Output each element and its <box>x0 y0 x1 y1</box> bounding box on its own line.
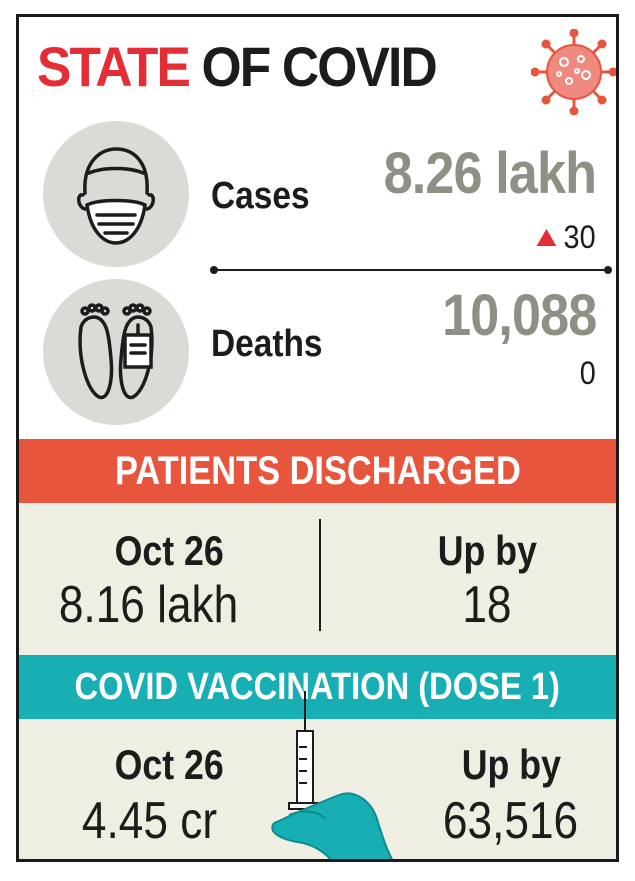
cases-change: 30 <box>536 219 596 255</box>
column-divider <box>319 519 321 631</box>
title-of-covid: OF COVID <box>201 35 438 98</box>
deaths-label: Deaths <box>211 323 323 365</box>
discharged-up-label: Up by <box>437 527 537 574</box>
page-title: STATE OF COVID <box>37 39 438 95</box>
syringe-hand-icon <box>271 691 393 859</box>
deaths-change: 0 <box>579 355 596 391</box>
cases-value: 8.26 lakh <box>383 141 597 206</box>
vaccination-banner-text: COVID VACCINATION (DOSE 1) <box>74 666 561 708</box>
discharged-banner-text: PATIENTS DISCHARGED <box>114 449 521 493</box>
vaccination-date-label: Oct 26 <box>114 741 224 788</box>
discharged-date-value: 8.16 lakh <box>59 576 239 634</box>
discharged-date-label: Oct 26 <box>114 527 224 574</box>
discharged-banner: PATIENTS DISCHARGED <box>19 439 616 503</box>
vaccination-date-value: 4.45 cr <box>81 792 217 850</box>
vaccination-up-value: 63,516 <box>443 792 579 850</box>
title-state: STATE <box>37 35 191 98</box>
deaths-value: 10,088 <box>441 283 597 348</box>
cases-change-value: 30 <box>563 219 596 255</box>
covid-infographic: STATE OF COVID <box>16 14 619 862</box>
up-arrow-icon <box>536 229 557 246</box>
vaccination-up-label: Up by <box>461 741 561 788</box>
discharged-up-value: 18 <box>462 576 512 634</box>
cases-label: Cases <box>211 175 310 217</box>
masked-face-icon <box>43 121 189 267</box>
vaccination-banner: COVID VACCINATION (DOSE 1) <box>19 655 616 719</box>
feet-tag-icon <box>43 279 189 425</box>
virus-icon <box>531 29 616 115</box>
discharged-panel: Oct 26 8.16 lakh Up by 18 <box>19 503 616 655</box>
divider <box>210 266 612 274</box>
